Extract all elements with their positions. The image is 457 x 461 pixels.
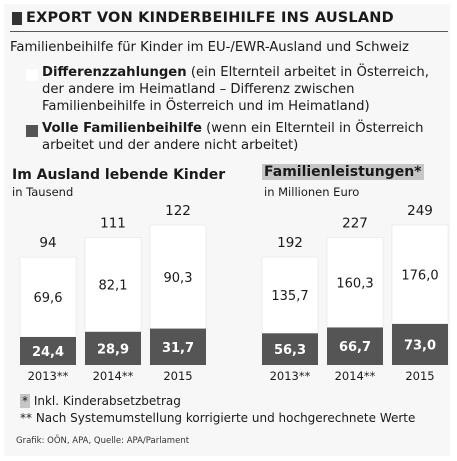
chart-leistungen-title: Familienleistungen* [262, 164, 424, 180]
infographic-title: EXPORT VON KINDERBEIHILFE INS AUSLAND [26, 10, 394, 26]
bar-segment-voll [20, 337, 76, 365]
data-label-voll: 31,7 [162, 341, 194, 356]
bar-segment-voll [85, 331, 141, 365]
legend-label-voll: Volle Familienbeihilfe [42, 121, 202, 136]
data-label-differenz: 90,3 [164, 271, 193, 286]
footnote-star-mark: * [22, 394, 28, 408]
data-label-total: 111 [100, 216, 126, 232]
footnote-double-star: ** Nach Systemumstellung korrigierte und… [20, 411, 416, 425]
chart-kinder-unit: in Tausend [12, 185, 74, 199]
bar-segment-voll [327, 327, 383, 365]
bar-segment-differenz [326, 237, 384, 328]
category-label: 2014** [93, 369, 134, 383]
legend-item-differenz: Differenzzahlungen (ein Elternteil arbei… [42, 64, 442, 115]
category-label: 2015 [163, 369, 192, 383]
data-label-differenz: 135,7 [271, 289, 308, 304]
title-divider [10, 31, 448, 32]
bar-segment-differenz [149, 224, 207, 329]
category-label: 2015 [405, 369, 434, 383]
bar-segment-voll [150, 328, 206, 365]
data-label-voll: 28,9 [97, 342, 129, 357]
infographic-subtitle: Familienbeihilfe für Kinder im EU-/EWR-A… [10, 40, 409, 55]
source-credit: Grafik: OÖN, APA, Quelle: APA/Parlament [16, 436, 190, 446]
chart-leistungen-unit: in Millionen Euro [264, 185, 360, 199]
bar-charts: 69,6 24,4 94 2013** 82,1 28,9 111 2014** 90,3 31,… [19, 203, 449, 383]
data-label-total: 122 [165, 203, 191, 219]
bar-segment-voll [262, 333, 318, 365]
data-label-differenz: 176,0 [401, 268, 438, 283]
data-label-differenz: 160,3 [336, 276, 373, 291]
data-label-voll: 24,4 [32, 345, 64, 360]
category-label: 2013** [270, 369, 311, 383]
footnote-star-text: Inkl. Kinderabsetzbetrag [33, 394, 181, 408]
data-label-differenz: 82,1 [99, 279, 128, 294]
data-label-total: 249 [407, 203, 433, 219]
data-label-voll: 56,3 [274, 343, 306, 358]
data-label-voll: 73,0 [404, 338, 436, 353]
legend-item-voll: Volle Familienbeihilfe (wenn ein Elternt… [42, 120, 442, 154]
title-marker [12, 12, 22, 25]
infographic-frame: EXPORT VON KINDERBEIHILFE INS AUSLAND Fa… [4, 4, 450, 456]
data-label-voll: 66,7 [339, 340, 371, 355]
bar-segment-differenz [19, 256, 77, 338]
legend-swatch-differenz [26, 69, 38, 81]
bar-segment-differenz [391, 224, 449, 325]
data-label-total: 94 [39, 235, 56, 251]
legend-label-differenz: Differenzzahlungen [42, 65, 187, 80]
legend-desc-voll: (wenn ein Elternteil in Österreich arbei… [42, 121, 424, 153]
bar-segment-differenz [261, 256, 319, 334]
data-label-total: 192 [277, 235, 303, 251]
chart-kinder-title: Im Ausland lebende Kinder [12, 167, 226, 183]
legend-swatch-voll [26, 125, 38, 137]
footnote-star: * Inkl. Kinderabsetzbetrag [20, 394, 181, 408]
data-label-total: 227 [342, 215, 368, 231]
legend-desc-differenz: (ein Elternteil arbeitet in Österreich, … [42, 65, 429, 114]
data-label-differenz: 69,6 [34, 291, 63, 306]
category-label: 2014** [335, 369, 376, 383]
bar-segment-voll [392, 323, 448, 365]
category-label: 2013** [28, 369, 69, 383]
